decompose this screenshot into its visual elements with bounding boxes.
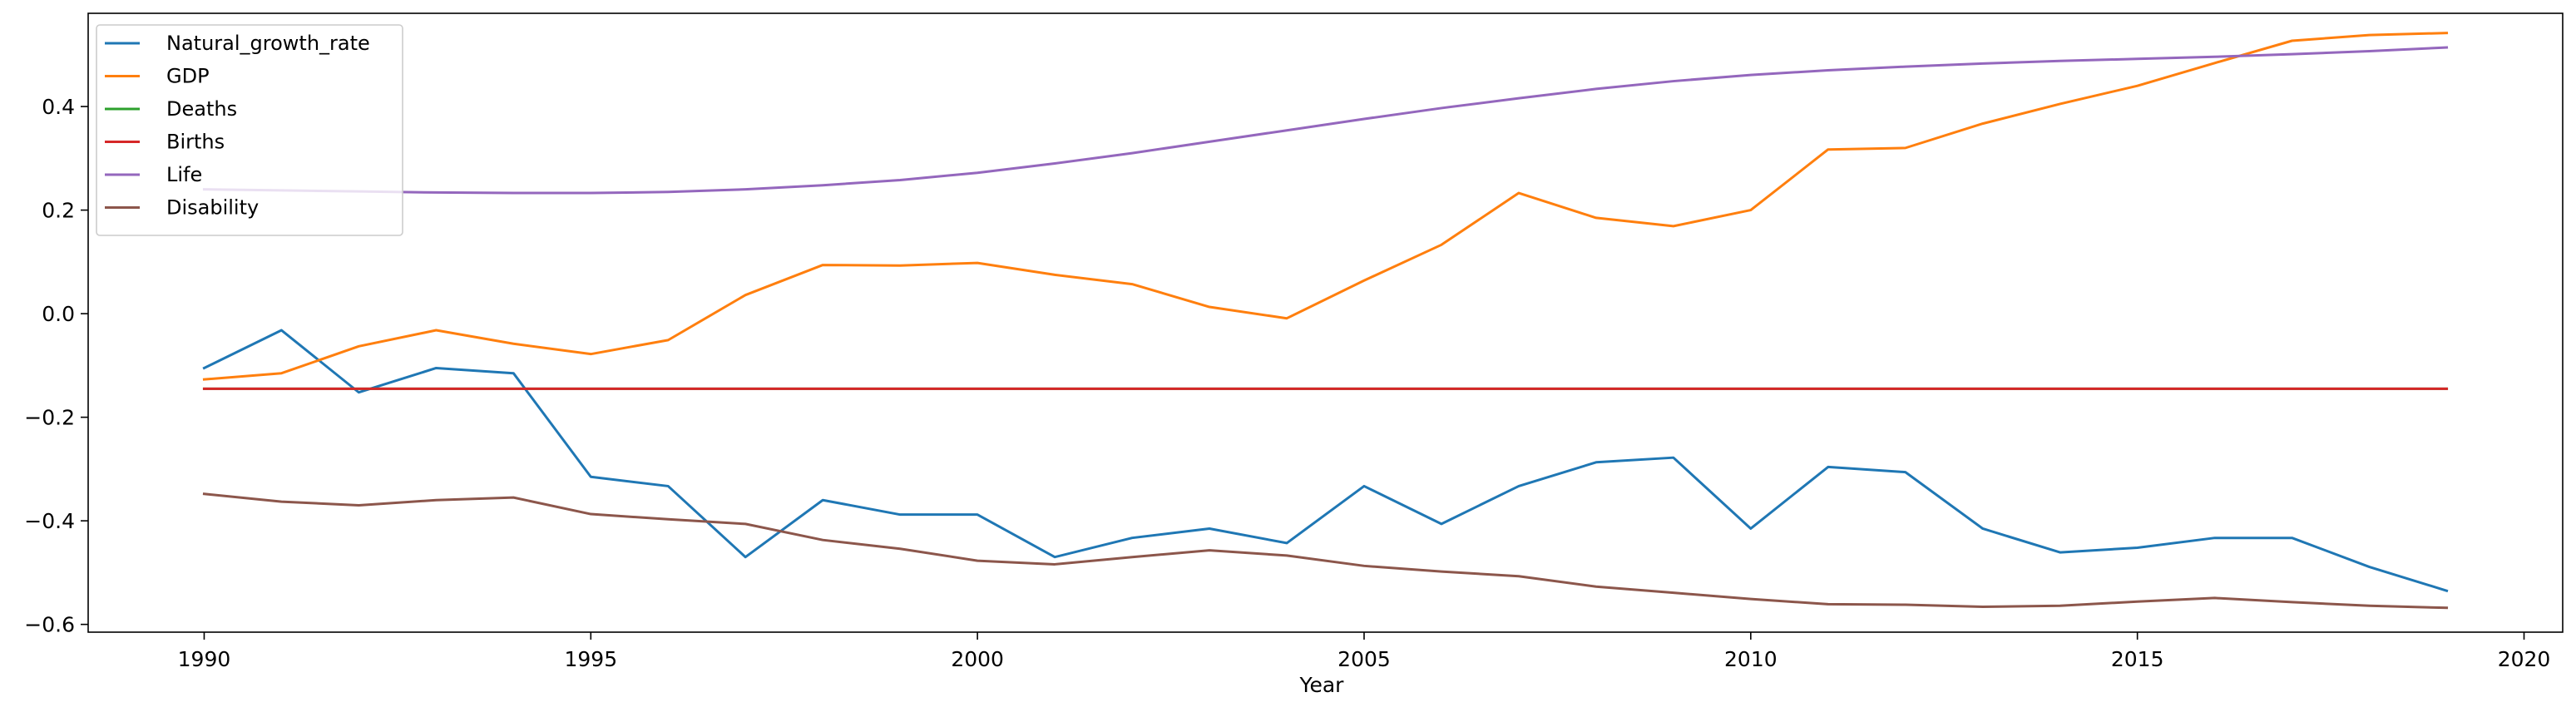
series-line-1 xyxy=(202,32,2449,381)
legend-label: Deaths xyxy=(166,97,237,121)
legend-label: Life xyxy=(166,163,202,186)
y-tick-label: −0.2 xyxy=(24,406,75,430)
legend-label: Natural_growth_rate xyxy=(166,32,370,55)
x-tick-label: 2015 xyxy=(2111,647,2164,671)
x-tick-label: 1990 xyxy=(178,647,231,671)
y-tick-label: 0.4 xyxy=(42,95,75,119)
series-layer xyxy=(202,32,2449,610)
y-tick-label: −0.4 xyxy=(24,509,75,533)
legend-box xyxy=(96,24,403,236)
y-tick-label: 0.2 xyxy=(42,199,75,223)
x-tick-label: 1995 xyxy=(564,647,617,671)
x-tick-label: 2020 xyxy=(2498,647,2551,671)
x-tick-label: 2010 xyxy=(1724,647,1777,671)
axes-layer: 1990 1995 2000 2005 2010 2015 2020 −0.6 −0.4 −0.2… xyxy=(24,12,2564,671)
x-tick-label: 2005 xyxy=(1337,647,1391,671)
x-tick-label: 2000 xyxy=(951,647,1004,671)
legend-label: Births xyxy=(166,131,225,154)
legend: Natural_growth_rate GDP Deaths Births Life Di… xyxy=(96,24,403,236)
series-line-5 xyxy=(202,492,2449,610)
legend-label: Disability xyxy=(166,196,259,220)
plot-frame xyxy=(87,12,2564,633)
series-line-4 xyxy=(202,46,2449,195)
y-tick-label: −0.6 xyxy=(24,613,75,637)
y-tick-label: 0.0 xyxy=(42,302,75,326)
legend-label: GDP xyxy=(166,65,210,88)
series-line-0 xyxy=(202,329,2449,593)
x-axis-label: Year xyxy=(1299,673,1345,697)
